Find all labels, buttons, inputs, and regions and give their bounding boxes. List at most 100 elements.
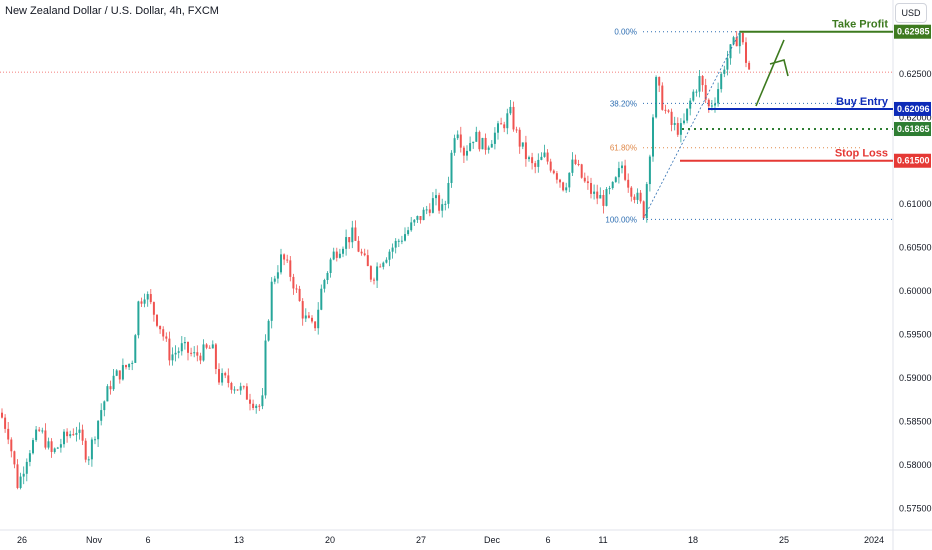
candle-body [652, 117, 654, 157]
candle-body [134, 335, 137, 363]
candle-body [249, 399, 251, 404]
candle-body [400, 240, 403, 242]
candle-body [162, 329, 165, 337]
candle-body [391, 247, 394, 252]
x-tick-label: 27 [416, 535, 426, 545]
candle-body [376, 266, 379, 281]
candle-body [171, 354, 174, 361]
candle-body [689, 100, 692, 109]
candle-body [462, 147, 465, 156]
candle-body [366, 255, 369, 267]
candle-body [363, 253, 366, 256]
candle-body [183, 341, 186, 344]
candle-body [199, 355, 202, 361]
candle-body [568, 172, 571, 188]
candle-body [481, 137, 484, 150]
candle-body [602, 195, 605, 206]
candle-body [555, 173, 558, 180]
candle-body [146, 294, 149, 300]
candle-body [35, 429, 38, 441]
candle-body [745, 42, 747, 63]
candle-body [69, 434, 72, 437]
candle-body [515, 129, 518, 131]
x-tick-label: 18 [688, 535, 698, 545]
y-tick-label: 0.58000 [899, 460, 932, 470]
x-tick-label: 20 [325, 535, 335, 545]
candle-body [608, 188, 611, 190]
candle-body [329, 259, 332, 273]
candle-body [500, 123, 503, 125]
candle-body [149, 294, 152, 303]
buy-entry-price-value: 0.62096 [897, 104, 930, 114]
candle-body [416, 216, 419, 220]
projection-arrow [755, 39, 785, 107]
candle-body [425, 209, 428, 211]
candle-body [521, 142, 524, 147]
candle-body [686, 108, 689, 121]
candle-body [276, 272, 279, 279]
candle-body [320, 288, 323, 310]
candle-body [177, 351, 180, 353]
candle-body [735, 37, 738, 47]
candle-body [369, 266, 372, 280]
candle-body [190, 352, 193, 354]
candle-body [478, 131, 481, 150]
candle-body [159, 325, 162, 330]
fib-level-label: 38.20% [610, 99, 637, 108]
candle-body [621, 165, 623, 169]
candle-body [66, 431, 69, 437]
candle-body [208, 347, 211, 349]
candle-body [562, 182, 565, 191]
candle-body [280, 254, 282, 273]
candle-body [732, 37, 735, 45]
candle-body [103, 401, 106, 411]
x-tick-label: 13 [234, 535, 244, 545]
candle-body [583, 177, 586, 182]
candle-body [373, 279, 375, 281]
candle-body [720, 73, 723, 90]
candle-body [593, 191, 596, 194]
candle-body [683, 120, 685, 124]
candle-body [512, 106, 515, 130]
candle-body [717, 89, 720, 104]
candle-body [75, 432, 78, 435]
candle-body [106, 386, 109, 402]
candle-body [586, 181, 589, 184]
candle-body [645, 184, 648, 219]
candle-body [351, 227, 354, 243]
candle-body [627, 179, 630, 188]
x-tick-label: 6 [145, 535, 150, 545]
candle-body [664, 109, 667, 111]
candle-body [156, 314, 158, 326]
candle-body [78, 429, 81, 433]
take-profit-label: Take Profit [832, 19, 888, 31]
candle-body [236, 389, 239, 391]
projection-arrow-head [769, 59, 789, 77]
candle-body [143, 299, 146, 304]
candle-body [338, 253, 341, 258]
candle-body [466, 150, 468, 156]
candle-body [180, 343, 183, 352]
candle-body [723, 69, 726, 74]
candle-body [565, 187, 568, 191]
candle-body [121, 365, 124, 380]
candle-body [1, 412, 3, 418]
candle-body [97, 420, 100, 440]
candle-body [456, 134, 459, 139]
candle-body [642, 201, 645, 219]
candle-body [360, 251, 363, 254]
candle-body [484, 137, 487, 150]
candle-body [528, 157, 530, 160]
x-tick-label: 25 [779, 535, 789, 545]
candle-body [267, 320, 270, 341]
x-tick-label: 11 [598, 535, 607, 545]
candle-body [100, 410, 103, 421]
candle-body [385, 259, 388, 263]
currency-button[interactable]: USD [895, 3, 927, 23]
candle-body [450, 152, 453, 183]
candle-body [131, 362, 134, 364]
candle-body [50, 441, 53, 452]
candle-body [397, 240, 400, 242]
candle-body [63, 431, 65, 445]
